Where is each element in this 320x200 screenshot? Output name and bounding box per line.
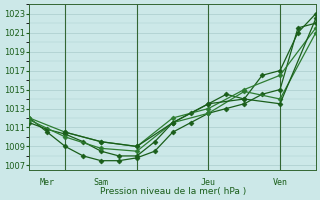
Text: Ven: Ven: [273, 178, 288, 187]
Text: Sam: Sam: [93, 178, 108, 187]
Text: Jeu: Jeu: [201, 178, 216, 187]
X-axis label: Pression niveau de la mer( hPa ): Pression niveau de la mer( hPa ): [100, 187, 246, 196]
Text: Mer: Mer: [40, 178, 55, 187]
